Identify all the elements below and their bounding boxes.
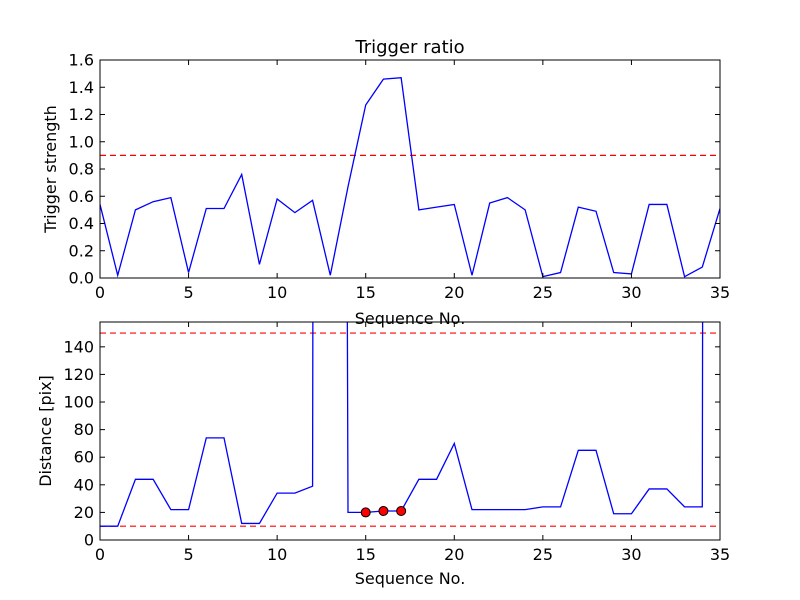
x-tick-label: 25 [533,545,553,564]
x-tick-label: 0 [95,545,105,564]
y-tick-label: 140 [63,337,94,356]
y-tick-label: 100 [63,393,94,412]
y-tick-label: 40 [74,475,94,494]
data-point [378,506,389,517]
y-tick-label: 0.2 [69,241,94,260]
x-tick-label: 5 [183,545,193,564]
x-tick-label: 30 [621,545,641,564]
y-tick-label: 20 [74,503,94,522]
x-tick-label: 10 [267,545,287,564]
y-tick-label: 0 [84,531,94,550]
y-axis-label: Distance [pix] [36,375,55,487]
x-tick-label: 35 [710,545,730,564]
x-tick-label: 0 [95,283,105,302]
y-tick-label: 1.6 [69,51,94,70]
plot-frame [99,59,721,279]
y-tick-label: 1.4 [69,78,94,97]
plot-frame [99,321,721,541]
data-point [360,507,371,518]
y-tick-label: 80 [74,420,94,439]
x-tick-label: 10 [267,283,287,302]
x-tick-label: 20 [444,545,464,564]
y-tick-label: 0.8 [69,160,94,179]
y-tick-label: 120 [63,365,94,384]
x-tick-label: 5 [183,283,193,302]
y-tick-label: 0.4 [69,214,94,233]
y-tick-label: 60 [74,448,94,467]
x-tick-label: 30 [621,283,641,302]
x-tick-label: 20 [444,283,464,302]
x-axis-label: Sequence No. [355,569,466,588]
x-tick-label: 35 [710,283,730,302]
x-axis-label: Sequence No. [355,309,466,328]
data-point [396,506,407,517]
x-tick-label: 25 [533,283,553,302]
x-tick-label: 15 [356,283,376,302]
y-tick-label: 0.6 [69,187,94,206]
y-axis-label: Trigger strength [41,105,60,234]
chart-title: Trigger ratio [354,37,464,58]
series-line [100,77,720,278]
distance-chart: 0 5 10 15 20 25 30 35 0 20 40 60 80 100 120 140 Sequen… [36,321,730,588]
x-tick-label: 15 [356,545,376,564]
trigger-ratio-chart: Trigger ratio 0 5 10 15 20 25 30 35 0.0 0.2 0.4 0.… [41,37,730,328]
y-tick-label: 1.2 [69,105,94,124]
y-tick-label: 1.0 [69,132,94,151]
y-tick-label: 0.0 [69,269,94,288]
